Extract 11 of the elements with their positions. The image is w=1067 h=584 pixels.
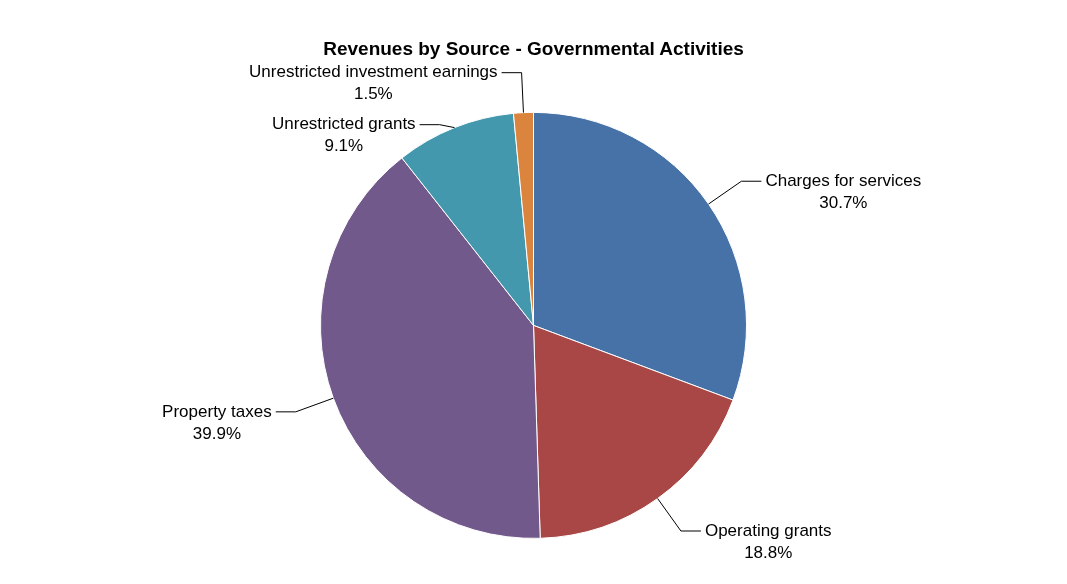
slice-label: Charges for services xyxy=(765,170,922,190)
slice-label: Unrestricted investment earnings xyxy=(249,62,498,82)
slice-label: Property taxes xyxy=(162,401,272,421)
data-label: 1.5% xyxy=(353,84,393,104)
slice-label: Unrestricted grants xyxy=(272,114,416,134)
data-label: 18.8% xyxy=(744,542,793,562)
data-label: 9.1% xyxy=(324,136,364,156)
chart-title: Revenues by Source - Governmental Activities xyxy=(323,37,744,59)
data-label: 39.9% xyxy=(192,423,242,443)
slice-label: Operating grants xyxy=(704,520,832,540)
data-label: 30.7% xyxy=(819,192,868,212)
